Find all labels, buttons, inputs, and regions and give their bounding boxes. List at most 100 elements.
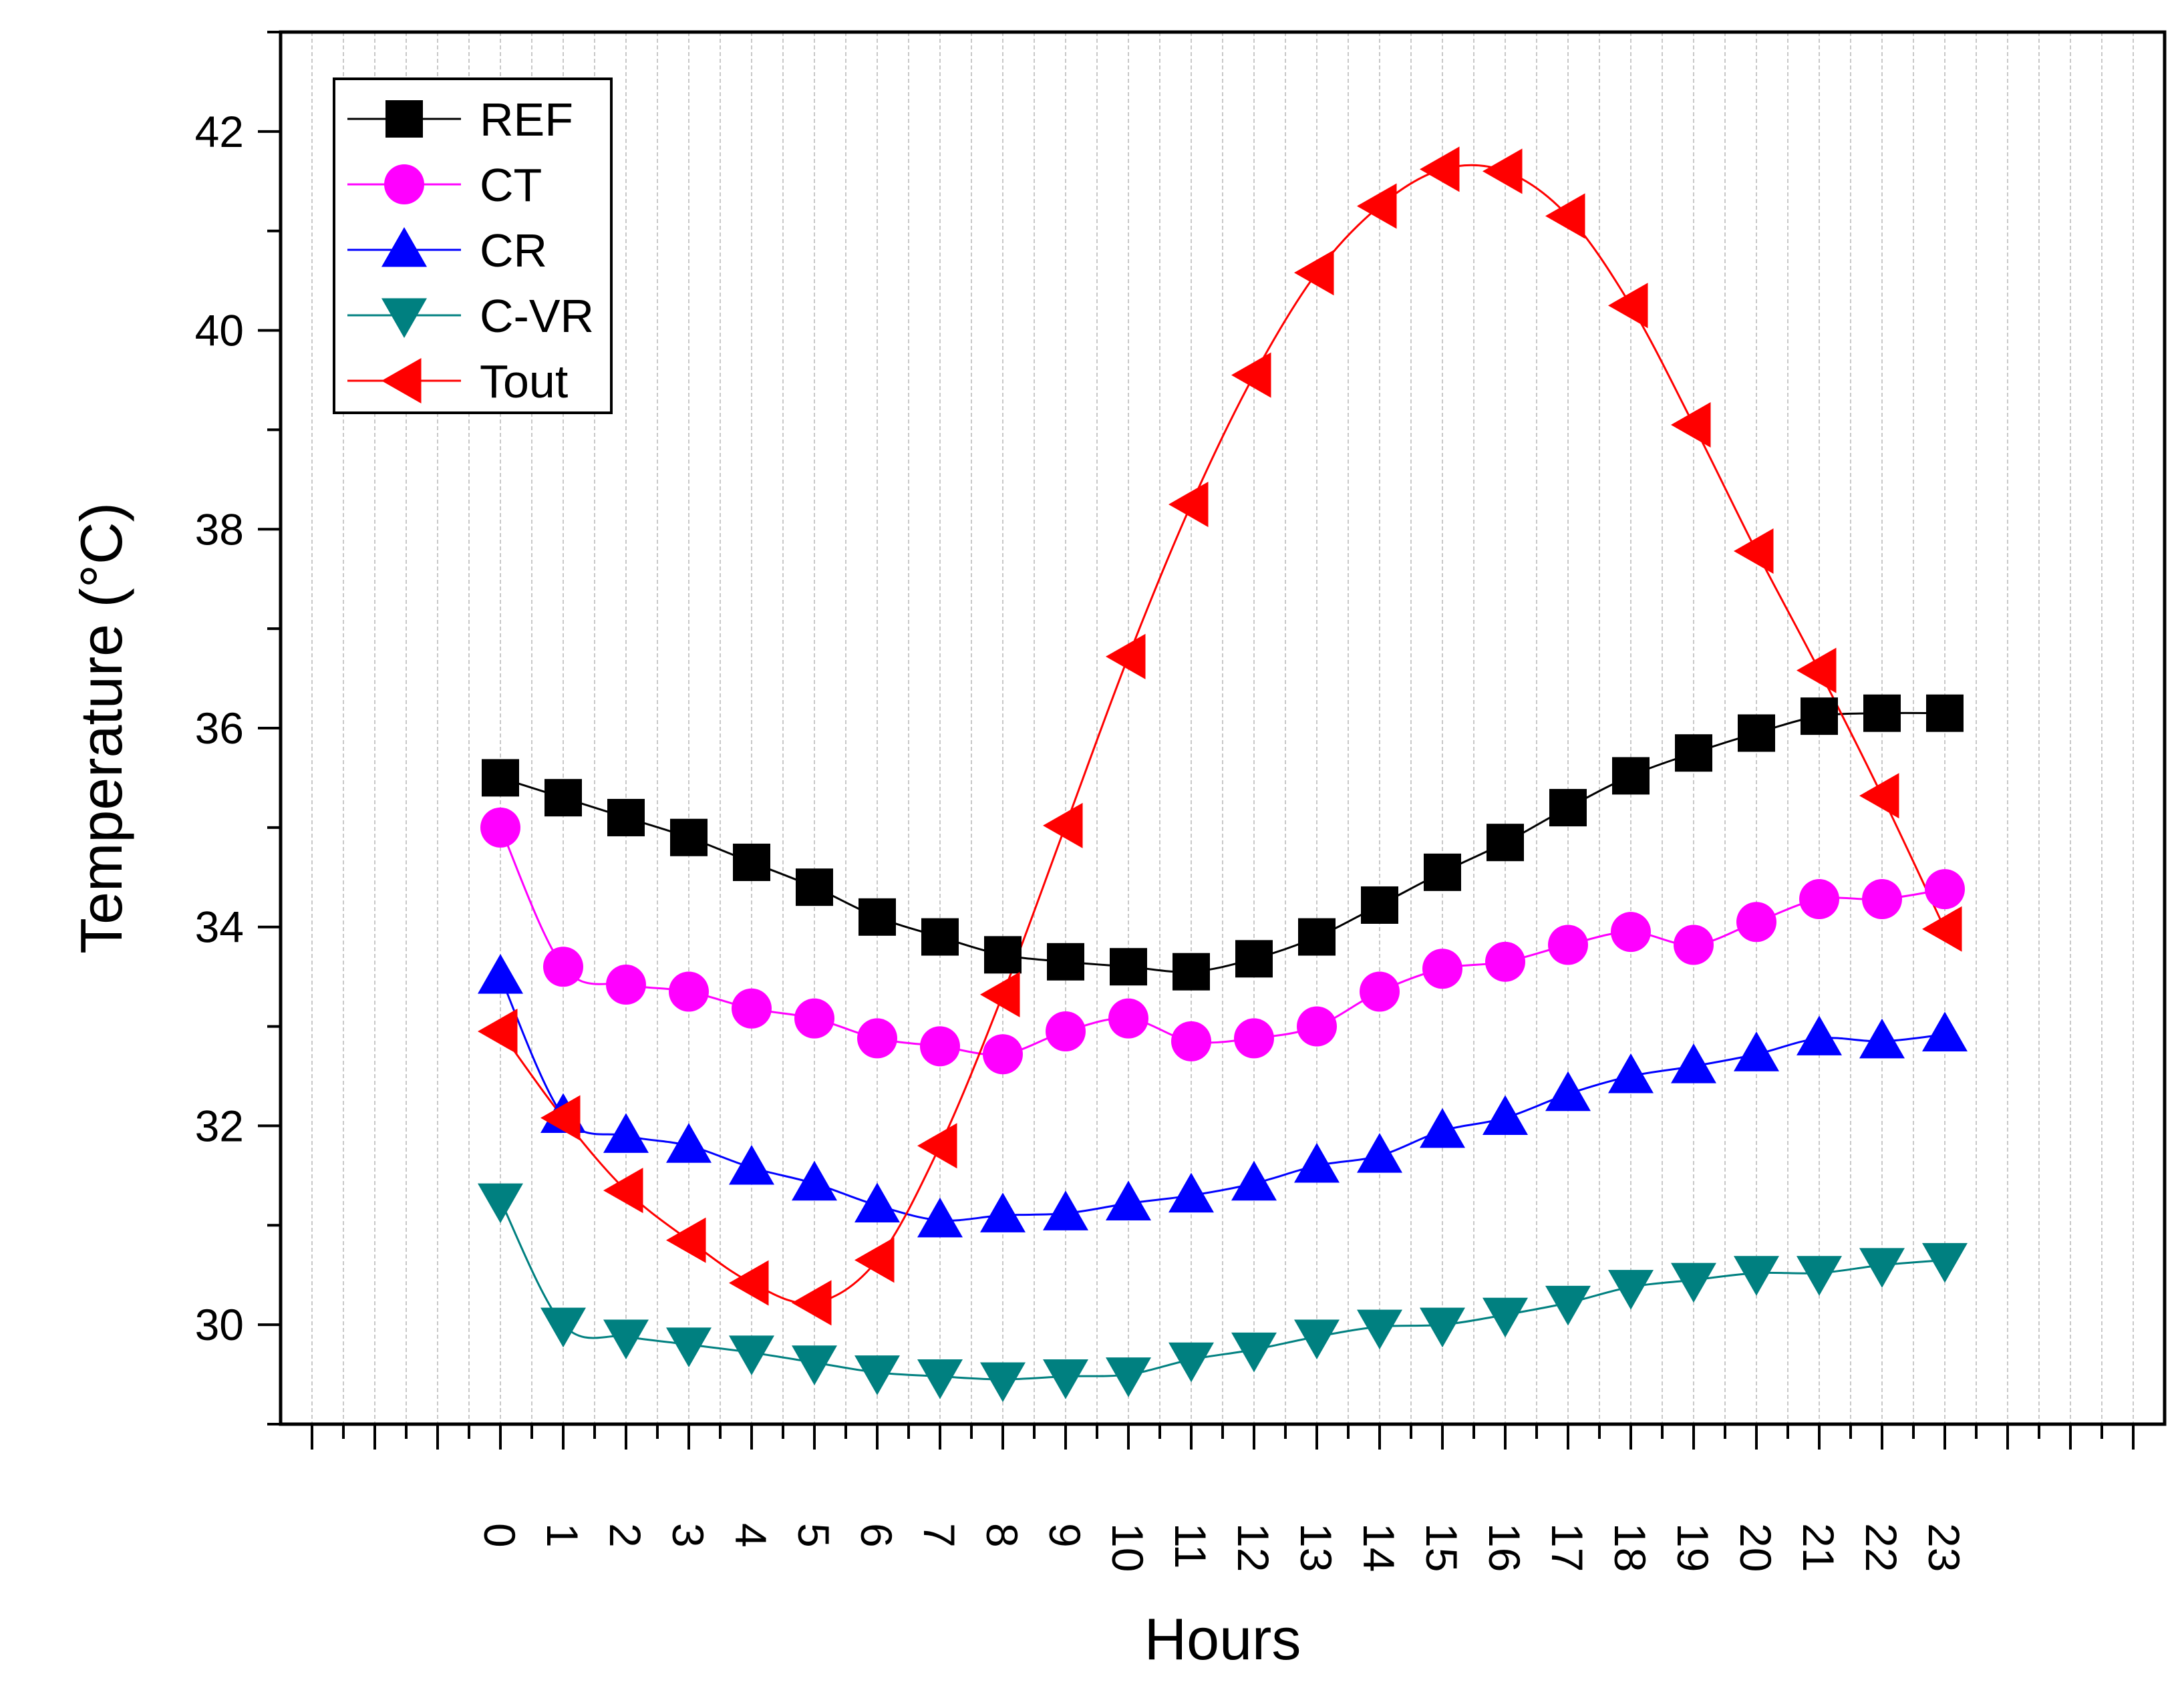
legend-marker-ct — [384, 164, 424, 204]
data-point-ref — [1675, 734, 1712, 772]
data-point-ref — [482, 759, 519, 797]
data-point-ref — [984, 936, 1022, 974]
data-point-ct — [857, 1018, 897, 1059]
data-point-ref — [1235, 940, 1273, 978]
data-point-tout — [729, 1260, 769, 1306]
y-axis-title: Temperature (°C) — [68, 502, 134, 954]
data-point-c-vr — [1043, 1359, 1088, 1399]
data-point-ct — [1548, 924, 1588, 965]
data-point-c-vr — [1106, 1357, 1151, 1397]
x-tick-label: 21 — [1794, 1523, 1843, 1572]
data-point-tout — [1294, 250, 1334, 296]
legend-label-ct: CT — [480, 159, 542, 211]
axis-ticks — [258, 31, 2135, 1450]
data-point-ref — [670, 818, 708, 856]
data-point-cr — [1357, 1133, 1402, 1173]
data-point-ct — [983, 1034, 1023, 1075]
data-point-cr — [478, 954, 523, 994]
y-tick-label: 32 — [195, 1101, 244, 1150]
x-tick-label: 8 — [977, 1523, 1027, 1548]
x-tick-label: 0 — [475, 1523, 524, 1548]
data-point-ref — [1298, 918, 1336, 956]
data-point-cr — [1483, 1095, 1528, 1136]
data-point-cr — [1797, 1015, 1842, 1055]
data-point-ref — [1047, 943, 1084, 981]
data-point-tout — [1483, 148, 1523, 194]
x-tick-label: 16 — [1480, 1523, 1529, 1572]
data-point-ct — [1234, 1018, 1274, 1059]
data-point-c-vr — [1168, 1342, 1214, 1383]
legend-label-cr: CR — [480, 224, 547, 277]
data-point-tout — [1671, 401, 1711, 448]
x-tick-label: 12 — [1229, 1523, 1278, 1572]
data-point-ct — [1422, 949, 1462, 989]
data-point-ref — [607, 798, 645, 836]
data-point-cr — [980, 1192, 1026, 1232]
data-point-ref — [1487, 824, 1524, 862]
data-point-cr — [729, 1144, 774, 1185]
legend-marker-tout — [381, 358, 422, 403]
x-tick-label: 1 — [538, 1523, 587, 1548]
data-point-c-vr — [1483, 1297, 1528, 1338]
data-point-c-vr — [980, 1362, 1026, 1403]
legend-marker-c-vr — [381, 298, 427, 338]
data-point-ct — [1171, 1021, 1211, 1061]
y-tick-label: 30 — [195, 1300, 244, 1349]
data-point-ct — [606, 965, 646, 1005]
data-point-tout — [1106, 633, 1146, 679]
data-point-ct — [920, 1026, 960, 1067]
data-point-c-vr — [1797, 1256, 1842, 1296]
data-point-cr — [1859, 1018, 1905, 1059]
data-point-ref — [859, 898, 896, 936]
data-point-ct — [1862, 879, 1902, 920]
data-point-cr — [603, 1113, 649, 1153]
y-tick-label: 38 — [195, 504, 244, 554]
x-tick-label: 18 — [1605, 1523, 1655, 1572]
legend-label-ref: REF — [480, 94, 573, 146]
y-tick-label: 42 — [195, 107, 244, 156]
x-axis-title: Hours — [1144, 1606, 1301, 1672]
data-point-ct — [1674, 924, 1714, 965]
data-point-tout — [854, 1237, 895, 1283]
data-point-tout — [1797, 647, 1837, 693]
x-tick-label: 5 — [789, 1523, 838, 1548]
data-point-ct — [1485, 941, 1525, 982]
legend-marker-ref — [385, 100, 423, 138]
data-point-cr — [1294, 1142, 1340, 1183]
legend-marker-cr — [381, 227, 427, 267]
x-tick-label: 19 — [1668, 1523, 1718, 1572]
data-point-c-vr — [1420, 1307, 1465, 1348]
y-tick-label: 40 — [195, 306, 244, 355]
data-point-ref — [1926, 694, 1964, 732]
y-tick-label: 36 — [195, 703, 244, 753]
data-point-c-vr — [729, 1335, 774, 1375]
data-point-tout — [1734, 528, 1774, 574]
data-point-tout — [1859, 773, 1899, 819]
data-point-c-vr — [1922, 1242, 1968, 1283]
data-point-ref — [1424, 853, 1461, 891]
data-point-ref — [1612, 757, 1650, 795]
data-point-ct — [1297, 1006, 1337, 1047]
data-point-ct — [1736, 902, 1776, 943]
data-point-tout — [603, 1168, 643, 1214]
data-point-c-vr — [1859, 1248, 1905, 1288]
y-tick-label: 34 — [195, 902, 244, 952]
x-tick-label: 23 — [1919, 1523, 1969, 1572]
data-point-ref — [1738, 714, 1775, 752]
data-point-cr — [1734, 1031, 1779, 1071]
x-tick-label: 17 — [1543, 1523, 1592, 1572]
data-point-ref — [544, 779, 582, 817]
data-point-c-vr — [666, 1327, 712, 1367]
data-point-tout — [1420, 146, 1460, 192]
x-tick-label: 7 — [915, 1523, 964, 1548]
x-tick-label: 14 — [1354, 1523, 1404, 1572]
data-point-c-vr — [1294, 1319, 1340, 1360]
x-tick-label: 20 — [1731, 1523, 1780, 1572]
data-point-cr — [666, 1123, 712, 1163]
data-markers — [478, 146, 1968, 1403]
legend-box — [333, 77, 613, 414]
data-point-c-vr — [1545, 1285, 1591, 1326]
data-point-c-vr — [1734, 1256, 1779, 1296]
data-point-cr — [1922, 1011, 1968, 1051]
